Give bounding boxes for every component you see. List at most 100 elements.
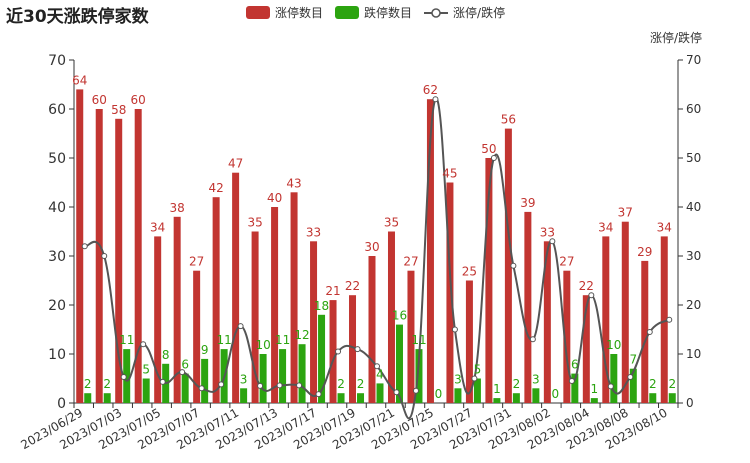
bar-limit-up [271, 207, 279, 403]
ratio-point [179, 369, 186, 376]
bar-limit-down [610, 354, 618, 403]
data-label-limit-down: 10 [255, 338, 270, 352]
ratio-point [81, 243, 88, 250]
y-tick-label-right: 0 [686, 396, 694, 410]
bar-limit-down [357, 393, 365, 403]
data-label-limit-down: 2 [103, 377, 111, 391]
data-label-limit-up: 56 [501, 113, 516, 127]
data-label-limit-down: 3 [532, 372, 540, 386]
bar-limit-up [446, 182, 454, 403]
legend-item-limit-up[interactable]: 涨停数目 [246, 4, 323, 21]
bar-limit-up [387, 231, 395, 403]
legend-item-limit-down[interactable]: 跌停数目 [335, 4, 412, 21]
bar-limit-up [602, 236, 610, 403]
bar-limit-down [590, 398, 598, 403]
ratio-point [412, 387, 419, 394]
ratio-point [159, 378, 166, 385]
chart-title: 近30天涨跌停家数 [6, 7, 149, 27]
bar-limit-up [621, 221, 629, 403]
data-label-limit-up: 27 [559, 255, 574, 269]
bar-limit-up [193, 270, 201, 403]
data-label-limit-down: 6 [181, 358, 189, 372]
data-label-limit-up: 25 [462, 265, 477, 279]
ratio-point [237, 323, 244, 330]
bar-limit-down [279, 349, 287, 403]
data-label-limit-down: 2 [513, 377, 521, 391]
data-label-limit-down: 12 [294, 328, 309, 342]
data-label-limit-up: 35 [384, 216, 399, 230]
data-label-limit-up: 39 [520, 196, 535, 210]
data-label-limit-up: 21 [325, 284, 340, 298]
bar-limit-up [426, 99, 434, 403]
bar-limit-down [571, 373, 579, 403]
y-tick-label-right: 20 [686, 298, 701, 312]
ratio-point [646, 328, 653, 335]
data-label-limit-up: 47 [228, 157, 243, 171]
data-label-limit-up: 34 [598, 220, 613, 234]
bar-limit-up [504, 128, 512, 403]
y-tick-label-right: 70 [686, 53, 701, 67]
data-label-limit-down: 2 [649, 377, 657, 391]
ratio-point [120, 374, 127, 381]
data-label-limit-up: 60 [92, 93, 107, 107]
y-tick-label-right: 40 [686, 200, 701, 214]
data-label-limit-up: 45 [442, 167, 457, 181]
data-label-limit-up: 33 [540, 225, 555, 239]
bar-limit-down [376, 383, 384, 403]
bar-limit-down [318, 314, 326, 403]
ratio-point [529, 336, 536, 343]
data-label-limit-up: 50 [481, 142, 496, 156]
bar-limit-up [290, 192, 298, 403]
y-tick-label-left: 70 [48, 53, 66, 69]
bar-limit-up [543, 241, 551, 403]
data-label-limit-up: 33 [306, 225, 321, 239]
bar-limit-up [95, 109, 103, 403]
bar-limit-up [368, 256, 376, 403]
bar-limit-down [240, 388, 248, 403]
data-label-limit-up: 62 [423, 83, 438, 97]
data-label-limit-down: 11 [119, 333, 134, 347]
y-tick-label-left: 20 [48, 298, 66, 314]
data-label-limit-down: 16 [392, 309, 407, 323]
ratio-point [140, 341, 147, 348]
ratio-point [218, 381, 225, 388]
bar-limit-up [407, 270, 415, 403]
bar-limit-down [493, 398, 501, 403]
data-label-limit-up: 30 [364, 240, 379, 254]
data-label-limit-down: 1 [493, 382, 501, 396]
data-label-limit-down: 9 [201, 343, 209, 357]
data-label-limit-up: 34 [150, 220, 165, 234]
ratio-point [627, 374, 634, 381]
bar-limit-down [142, 378, 150, 403]
bar-limit-up [154, 236, 162, 403]
bar-limit-down [532, 388, 540, 403]
data-label-limit-up: 27 [189, 255, 204, 269]
bar-limit-up [134, 109, 142, 403]
data-label-limit-up: 60 [131, 93, 146, 107]
bar-limit-down [201, 358, 209, 403]
ratio-point [198, 385, 205, 392]
legend-label-limit-up: 涨停数目 [275, 6, 324, 20]
bar-limit-up [563, 270, 571, 403]
bar-limit-down [668, 393, 676, 403]
bar-limit-up [582, 295, 590, 403]
data-label-limit-up: 29 [637, 245, 652, 259]
data-label-limit-down: 2 [337, 377, 345, 391]
y2-axis-label: 涨停/跌停 [650, 30, 702, 45]
bar-limit-down [103, 393, 111, 403]
data-label-limit-down: 10 [606, 338, 621, 352]
legend-item-ratio[interactable]: 涨停/跌停 [424, 4, 505, 21]
ratio-point [549, 238, 556, 245]
y-tick-label-right: 50 [686, 151, 701, 165]
bar-limit-down [454, 388, 462, 403]
bars-group [76, 89, 676, 404]
data-label-limit-down: 1 [591, 382, 599, 396]
data-labels-group: 6426025811605348386279421147335104011431… [72, 73, 676, 401]
data-label-limit-down: 3 [240, 372, 248, 386]
legend-label-limit-down: 跌停数目 [364, 6, 413, 20]
data-label-limit-down: 3 [454, 372, 462, 386]
ratio-point [588, 292, 595, 299]
bar-limit-up [232, 172, 240, 403]
data-label-limit-down: 4 [376, 367, 384, 381]
data-label-limit-up: 34 [657, 220, 672, 234]
